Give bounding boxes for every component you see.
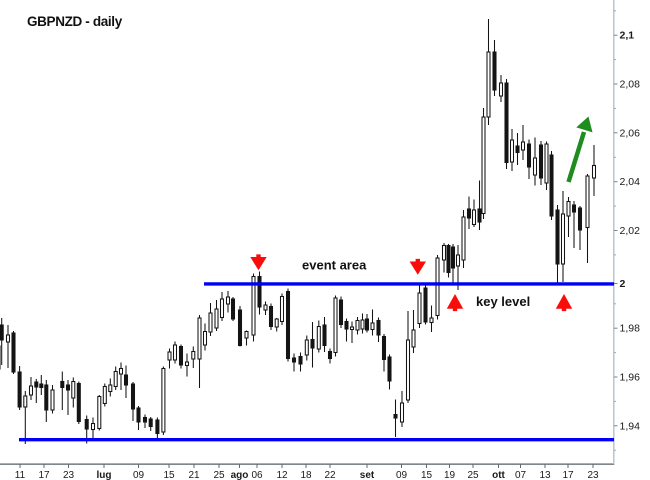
svg-text:2,02: 2,02 xyxy=(620,225,641,237)
svg-text:19: 19 xyxy=(444,470,456,480)
svg-text:09: 09 xyxy=(396,470,408,480)
svg-text:set: set xyxy=(360,470,375,480)
svg-text:17: 17 xyxy=(562,470,574,480)
svg-text:25: 25 xyxy=(467,470,479,480)
svg-text:11: 11 xyxy=(15,470,26,480)
svg-text:06: 06 xyxy=(251,470,263,480)
svg-text:1,94: 1,94 xyxy=(620,420,641,432)
svg-text:2,1: 2,1 xyxy=(620,30,635,42)
svg-text:17: 17 xyxy=(38,470,50,480)
svg-text:09: 09 xyxy=(133,470,145,480)
svg-text:18: 18 xyxy=(300,470,312,480)
svg-text:2,06: 2,06 xyxy=(620,127,641,139)
svg-text:15: 15 xyxy=(163,470,175,480)
svg-text:22: 22 xyxy=(324,470,336,480)
svg-text:event area: event area xyxy=(302,258,367,273)
svg-text:2: 2 xyxy=(620,278,626,290)
svg-text:07: 07 xyxy=(515,470,527,480)
svg-text:lug: lug xyxy=(97,470,112,480)
svg-text:12: 12 xyxy=(276,470,288,480)
svg-text:23: 23 xyxy=(63,470,75,480)
svg-text:ott: ott xyxy=(492,470,505,480)
svg-text:13: 13 xyxy=(539,470,551,480)
svg-text:25: 25 xyxy=(213,470,225,480)
svg-text:2,08: 2,08 xyxy=(620,79,641,91)
svg-text:21: 21 xyxy=(188,470,200,480)
svg-text:1,96: 1,96 xyxy=(620,372,641,384)
svg-text:key level: key level xyxy=(476,294,530,309)
svg-text:ago: ago xyxy=(231,470,249,480)
svg-text:GBPNZD - daily: GBPNZD - daily xyxy=(27,14,123,29)
svg-text:15: 15 xyxy=(421,470,433,480)
svg-text:23: 23 xyxy=(587,470,599,480)
svg-text:1,98: 1,98 xyxy=(620,323,641,335)
svg-text:2,04: 2,04 xyxy=(620,176,641,188)
